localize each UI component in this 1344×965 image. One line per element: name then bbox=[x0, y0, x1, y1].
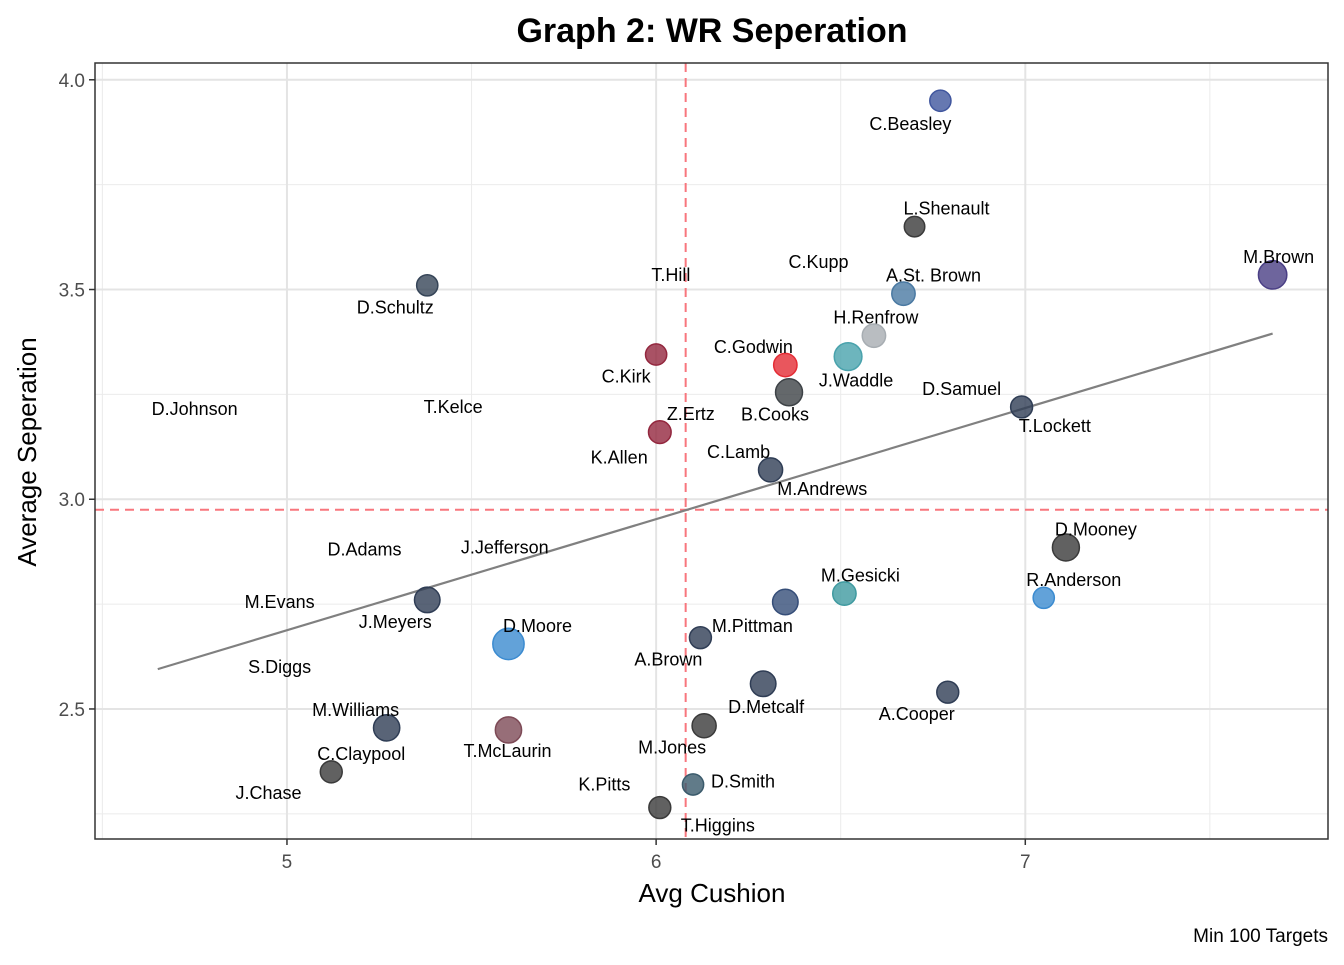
label-d-schultz: D.Schultz bbox=[357, 297, 434, 317]
y-axis-title: Average Seperation bbox=[12, 337, 42, 566]
label-j-jefferson: J.Jefferson bbox=[461, 537, 549, 557]
point-c-beasley bbox=[929, 89, 952, 113]
label-m-gesicki: M.Gesicki bbox=[821, 566, 900, 586]
label-m-williams: M.Williams bbox=[312, 700, 399, 720]
point-h-renfrow bbox=[861, 323, 887, 349]
label-m-evans: M.Evans bbox=[245, 592, 315, 612]
y-tick-label: 4.0 bbox=[59, 71, 85, 92]
label-a-cooper: A.Cooper bbox=[879, 704, 955, 724]
point-m-pittman bbox=[771, 588, 799, 616]
label-k-pitts: K.Pitts bbox=[578, 774, 630, 794]
point-z-ertz bbox=[647, 420, 672, 445]
label-m-andrews: M.Andrews bbox=[777, 479, 867, 499]
label-l-shenault: L.Shenault bbox=[903, 199, 989, 219]
label-k-allen: K.Allen bbox=[591, 447, 648, 467]
label-t-kelce: T.Kelce bbox=[424, 397, 483, 417]
label-t-higgins: T.Higgins bbox=[681, 816, 755, 836]
point-t-higgins bbox=[648, 795, 672, 820]
label-j-meyers: J.Meyers bbox=[359, 612, 432, 632]
point-b-cooks bbox=[774, 378, 804, 407]
label-c-kirk: C.Kirk bbox=[602, 367, 652, 387]
label-t-lockett: T.Lockett bbox=[1019, 416, 1091, 436]
y-tick-label: 2.5 bbox=[59, 700, 85, 721]
point-t-mclaurin bbox=[494, 716, 523, 744]
label-s-diggs: S.Diggs bbox=[248, 657, 311, 677]
label-t-hill: T.Hill bbox=[651, 265, 690, 285]
x-tick-label: 7 bbox=[1020, 852, 1031, 873]
axes: 5 6 7 2.5 3.0 3.5 4.0 bbox=[59, 62, 1329, 873]
point-d-samuel bbox=[1009, 395, 1034, 419]
label-d-moore: D.Moore bbox=[503, 616, 572, 636]
point-c-lamb bbox=[757, 457, 784, 483]
label-a-brown: A.Brown bbox=[634, 650, 702, 670]
point-a-brown bbox=[688, 625, 713, 650]
point-m-brown bbox=[1257, 259, 1288, 290]
label-c-lamb: C.Lamb bbox=[707, 442, 770, 462]
point-d-smith bbox=[681, 773, 705, 796]
label-d-mooney: D.Mooney bbox=[1055, 519, 1137, 539]
data-points bbox=[319, 89, 1288, 820]
point-l-shenault bbox=[903, 215, 926, 238]
label-d-metcalf: D.Metcalf bbox=[728, 697, 805, 717]
label-c-claypool: C.Claypool bbox=[317, 744, 405, 764]
label-d-johnson: D.Johnson bbox=[152, 399, 238, 419]
label-d-samuel: D.Samuel bbox=[922, 379, 1001, 399]
label-c-kupp: C.Kupp bbox=[789, 252, 849, 272]
label-d-smith: D.Smith bbox=[711, 771, 775, 791]
label-z-ertz: Z.Ertz bbox=[667, 404, 715, 424]
point-r-anderson bbox=[1032, 586, 1056, 610]
point-m-jones bbox=[691, 712, 717, 739]
label-b-cooks: B.Cooks bbox=[741, 404, 809, 424]
label-j-waddle: J.Waddle bbox=[819, 371, 893, 391]
point-j-waddle bbox=[833, 342, 863, 372]
label-t-mclaurin: T.McLaurin bbox=[463, 741, 551, 761]
label-d-adams: D.Adams bbox=[327, 540, 401, 560]
label-c-godwin: C.Godwin bbox=[714, 337, 793, 357]
trend-line bbox=[157, 332, 1273, 671]
x-tick-label: 6 bbox=[651, 852, 662, 873]
point-d-schultz bbox=[415, 273, 439, 297]
label-j-chase: J.Chase bbox=[235, 783, 301, 803]
x-tick-label: 5 bbox=[282, 852, 293, 873]
trend-line-layer bbox=[157, 332, 1273, 671]
label-c-beasley: C.Beasley bbox=[869, 114, 951, 134]
point-j-meyers bbox=[413, 586, 441, 614]
point-d-metcalf bbox=[749, 670, 777, 698]
label-r-anderson: R.Anderson bbox=[1026, 570, 1121, 590]
point-d-moore bbox=[492, 627, 525, 661]
y-tick-label: 3.5 bbox=[59, 281, 85, 302]
chart-title: Graph 2: WR Seperation bbox=[516, 12, 907, 50]
label-m-jones: M.Jones bbox=[638, 738, 706, 758]
label-a-st-brown: A.St. Brown bbox=[886, 266, 981, 286]
chart-caption: Min 100 Targets bbox=[1193, 926, 1328, 947]
point-a-st-brown bbox=[891, 281, 916, 307]
x-axis-title: Avg Cushion bbox=[639, 878, 786, 908]
point-a-cooper bbox=[936, 680, 960, 704]
panel-border bbox=[94, 62, 1329, 840]
label-m-pittman: M.Pittman bbox=[712, 616, 793, 636]
mean-reference-lines bbox=[95, 63, 1328, 839]
point-c-kirk bbox=[644, 343, 668, 366]
point-c-claypool bbox=[319, 760, 343, 784]
point-labels: C.Beasley L.Shenault M.Brown A.St. Brown H.R… bbox=[152, 114, 1314, 836]
point-d-mooney bbox=[1051, 533, 1081, 562]
point-c-godwin bbox=[772, 352, 798, 378]
label-h-renfrow: H.Renfrow bbox=[833, 308, 919, 328]
point-m-williams bbox=[372, 713, 401, 742]
point-m-gesicki bbox=[831, 581, 857, 607]
label-m-brown: M.Brown bbox=[1243, 247, 1314, 267]
grid-lines bbox=[95, 63, 1328, 839]
y-tick-label: 3.0 bbox=[59, 490, 85, 511]
